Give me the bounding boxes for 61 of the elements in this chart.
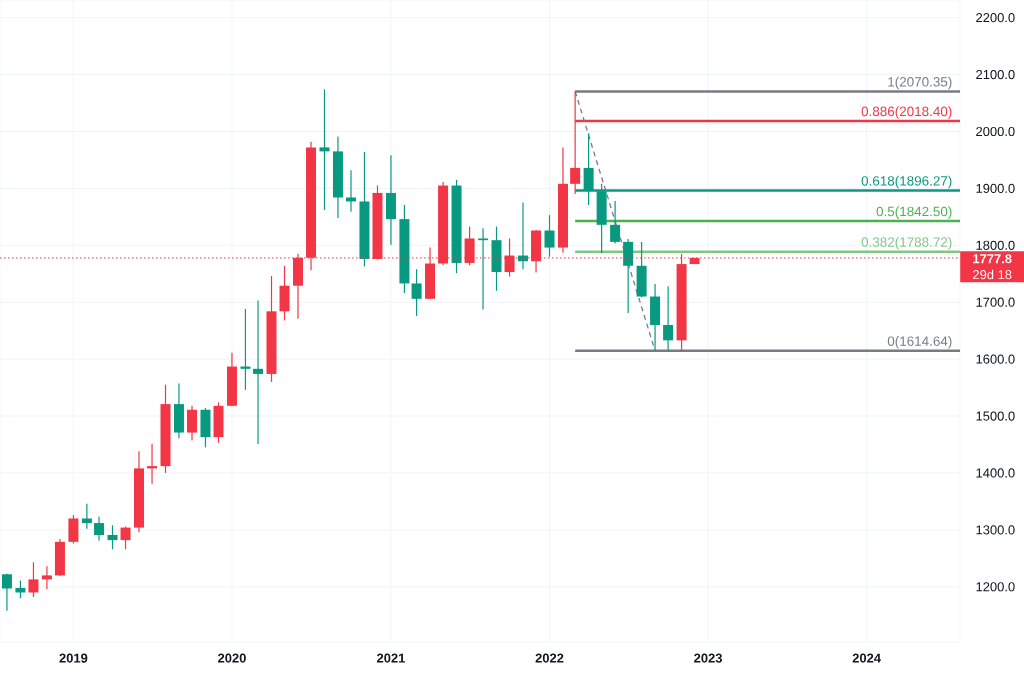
y-tick-label: 1700.0 [976,297,1015,307]
x-tick-label: 2023 [694,653,722,663]
candlestick [253,299,264,445]
candlestick [359,151,370,267]
candlestick [120,525,131,550]
x-tick-label: 2021 [377,653,405,663]
candlestick [41,565,52,590]
series-label: 0.5(1842.50) [876,206,952,219]
text: 29d 18 [973,269,1012,280]
candlestick [557,146,568,254]
x-tick-label: 2022 [535,653,564,663]
candlestick [226,352,237,407]
candlestick [663,285,674,352]
candlestick [160,384,171,474]
candlestick [345,169,356,213]
candlestick [610,200,621,245]
candlestick [279,265,290,322]
candlestick [68,514,79,545]
candlestick [54,538,65,577]
candlestick [173,383,184,439]
candlestick [478,227,489,311]
candlestick [544,214,555,258]
candlestick [81,503,92,530]
y-tick-label: 1900.0 [976,183,1015,193]
candlestick [319,88,330,211]
candlestick [411,268,422,317]
candlestick [451,179,462,274]
candlestick [213,401,224,444]
y-tick-label: 2100.0 [976,69,1015,80]
ref-line-label: 1777.8 [973,254,1012,264]
y-tick-label: 1200.0 [976,582,1015,592]
candlestick [266,275,277,383]
candlestick [94,516,105,542]
y-tick-label: 1300.0 [976,525,1015,535]
series-label: 0(1614.64) [887,336,952,349]
candlestick [623,238,634,314]
series-label: 1(2070.35) [888,76,952,90]
candlestick [491,225,502,292]
y-tick-label: 1500.0 [976,411,1015,421]
y-tick-label: 2200.0 [976,13,1015,23]
candlestick [134,450,145,533]
candlestick [385,154,396,246]
candlestick [107,524,118,550]
candlestick [399,204,410,294]
candlestick [636,241,647,298]
x-tick-label: 2020 [218,653,246,663]
x-tick-label: 2019 [59,653,88,663]
candlestick [187,405,197,442]
y-tick-label: 1400.0 [976,468,1015,478]
candlestick [650,283,661,352]
y-tick-label: 2000.0 [976,126,1015,137]
candlestick [1,573,12,612]
series-label: 0.382(1788.72) [861,236,952,250]
y-tick-label: 1800.0 [976,240,1015,250]
y-tick-label: 1600.0 [976,354,1015,364]
candlestick [332,135,343,219]
candlestick [28,561,39,598]
candlestick [200,407,211,448]
series-label: 0.618(1896.27) [861,175,952,189]
x-tick-label: 2024 [852,653,881,663]
series-label: 0.886(2018.40) [861,106,952,119]
